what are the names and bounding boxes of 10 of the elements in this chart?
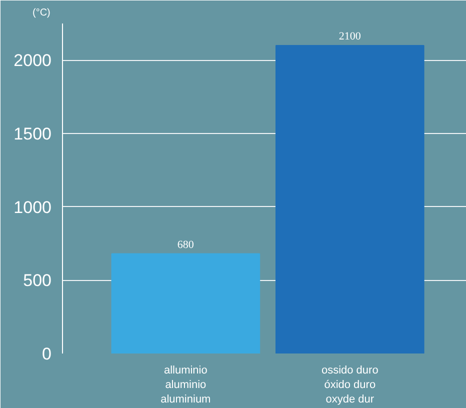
- y-tick-label: 1500: [14, 124, 52, 144]
- y-axis-title: (°C): [32, 8, 50, 18]
- y-tick-label: 2000: [14, 51, 52, 70]
- y-tick-label: 0: [42, 344, 52, 364]
- x-tick-label: ossido duro óxido duro oxyde dur: [321, 364, 378, 406]
- y-tick-label: 500: [23, 271, 52, 290]
- y-tick-label: 1000: [14, 198, 52, 217]
- data-label: 2100: [338, 30, 362, 42]
- x-tick-label: alluminio aluminio aluminium: [160, 364, 211, 406]
- data-label: 680: [177, 238, 194, 251]
